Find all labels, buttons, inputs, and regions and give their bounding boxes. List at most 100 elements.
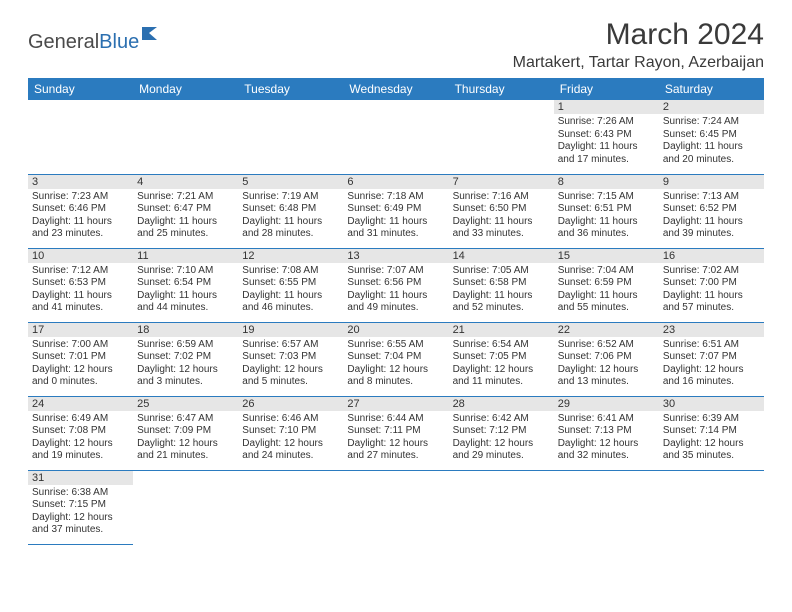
- calendar-cell: 9Sunrise: 7:13 AMSunset: 6:52 PMDaylight…: [659, 174, 764, 248]
- flag-icon: [141, 26, 161, 47]
- day-number: [238, 100, 343, 114]
- sunset-text: Sunset: 6:51 PM: [558, 203, 655, 216]
- calendar-cell: 16Sunrise: 7:02 AMSunset: 7:00 PMDayligh…: [659, 248, 764, 322]
- daylight-text: Daylight: 12 hours and 35 minutes.: [663, 438, 760, 463]
- sunrise-text: Sunrise: 6:39 AM: [663, 413, 760, 426]
- sunrise-text: Sunrise: 7:18 AM: [347, 191, 444, 204]
- day-number: 7: [449, 175, 554, 189]
- logo-text-blue: Blue: [99, 31, 139, 54]
- logo-text-general: General: [28, 31, 99, 54]
- day-number: 27: [343, 397, 448, 411]
- calendar-page: GeneralBlue March 2024 Martakert, Tartar…: [0, 0, 792, 563]
- sunset-text: Sunset: 7:13 PM: [558, 425, 655, 438]
- day-number: [449, 100, 554, 114]
- calendar-cell: 31Sunrise: 6:38 AMSunset: 7:15 PMDayligh…: [28, 470, 133, 544]
- sunset-text: Sunset: 6:48 PM: [242, 203, 339, 216]
- sunset-text: Sunset: 7:08 PM: [32, 425, 129, 438]
- sunrise-text: Sunrise: 7:16 AM: [453, 191, 550, 204]
- sunset-text: Sunset: 7:02 PM: [137, 351, 234, 364]
- sunrise-text: Sunrise: 6:38 AM: [32, 487, 129, 500]
- daylight-text: Daylight: 11 hours and 28 minutes.: [242, 216, 339, 241]
- dayhead-sun: Sunday: [28, 78, 133, 100]
- sunrise-text: Sunrise: 7:04 AM: [558, 265, 655, 278]
- sunrise-text: Sunrise: 6:54 AM: [453, 339, 550, 352]
- calendar-cell: 21 Sunrise: 6:54 AMSunset: 7:05 PMDayligh…: [449, 322, 554, 396]
- title-block: March 2024 Martakert, Tartar Rayon, Azer…: [513, 18, 764, 72]
- dayhead-fri: Friday: [554, 78, 659, 100]
- daylight-text: Daylight: 11 hours and 23 minutes.: [32, 216, 129, 241]
- day-number: 6: [343, 175, 448, 189]
- daylight-text: Daylight: 11 hours and 33 minutes.: [453, 216, 550, 241]
- day-number: 2: [659, 100, 764, 114]
- sunrise-text: Sunrise: 7:08 AM: [242, 265, 339, 278]
- day-number: 12: [238, 249, 343, 263]
- day-number: [554, 471, 659, 485]
- day-number: 19: [238, 323, 343, 337]
- day-number: 18: [133, 323, 238, 337]
- calendar-cell: 25Sunrise: 6:47 AMSunset: 7:09 PMDayligh…: [133, 396, 238, 470]
- day-number: 3: [28, 175, 133, 189]
- daylight-text: Daylight: 11 hours and 31 minutes.: [347, 216, 444, 241]
- day-number: 8: [554, 175, 659, 189]
- calendar-cell: 1Sunrise: 7:26 AMSunset: 6:43 PMDaylight…: [554, 100, 659, 174]
- day-number: 21: [449, 323, 554, 337]
- sunset-text: Sunset: 7:14 PM: [663, 425, 760, 438]
- sunset-text: Sunset: 7:04 PM: [347, 351, 444, 364]
- sunrise-text: Sunrise: 7:24 AM: [663, 116, 760, 129]
- logo: GeneralBlue: [28, 26, 161, 59]
- calendar-cell: 13Sunrise: 7:07 AMSunset: 6:56 PMDayligh…: [343, 248, 448, 322]
- day-number: [133, 471, 238, 485]
- daylight-text: Daylight: 11 hours and 44 minutes.: [137, 290, 234, 315]
- day-number: 5: [238, 175, 343, 189]
- daylight-text: Daylight: 12 hours and 11 minutes.: [453, 364, 550, 389]
- day-number: 13: [343, 249, 448, 263]
- sunset-text: Sunset: 7:12 PM: [453, 425, 550, 438]
- day-number: 9: [659, 175, 764, 189]
- calendar-cell: 27Sunrise: 6:44 AMSunset: 7:11 PMDayligh…: [343, 396, 448, 470]
- month-title: March 2024: [513, 18, 764, 52]
- sunset-text: Sunset: 6:49 PM: [347, 203, 444, 216]
- daylight-text: Daylight: 12 hours and 21 minutes.: [137, 438, 234, 463]
- calendar-table: Sunday Monday Tuesday Wednesday Thursday…: [28, 78, 764, 545]
- calendar-cell: 26Sunrise: 6:46 AMSunset: 7:10 PMDayligh…: [238, 396, 343, 470]
- sunrise-text: Sunrise: 6:59 AM: [137, 339, 234, 352]
- sunrise-text: Sunrise: 6:49 AM: [32, 413, 129, 426]
- day-number: 10: [28, 249, 133, 263]
- calendar-row: 3Sunrise: 7:23 AMSunset: 6:46 PMDaylight…: [28, 174, 764, 248]
- daylight-text: Daylight: 12 hours and 0 minutes.: [32, 364, 129, 389]
- sunrise-text: Sunrise: 6:44 AM: [347, 413, 444, 426]
- sunset-text: Sunset: 7:15 PM: [32, 499, 129, 512]
- sunrise-text: Sunrise: 7:13 AM: [663, 191, 760, 204]
- daylight-text: Daylight: 11 hours and 46 minutes.: [242, 290, 339, 315]
- calendar-cell: 3Sunrise: 7:23 AMSunset: 6:46 PMDaylight…: [28, 174, 133, 248]
- day-number: [133, 100, 238, 114]
- day-number: 16: [659, 249, 764, 263]
- sunset-text: Sunset: 6:50 PM: [453, 203, 550, 216]
- day-number: 22: [554, 323, 659, 337]
- sunset-text: Sunset: 6:58 PM: [453, 277, 550, 290]
- sunset-text: Sunset: 6:52 PM: [663, 203, 760, 216]
- day-number: [343, 100, 448, 114]
- day-number: 31: [28, 471, 133, 485]
- sunrise-text: Sunrise: 7:10 AM: [137, 265, 234, 278]
- daylight-text: Daylight: 11 hours and 55 minutes.: [558, 290, 655, 315]
- location-text: Martakert, Tartar Rayon, Azerbaijan: [513, 54, 764, 72]
- calendar-cell: 24Sunrise: 6:49 AMSunset: 7:08 PMDayligh…: [28, 396, 133, 470]
- daylight-text: Daylight: 12 hours and 27 minutes.: [347, 438, 444, 463]
- day-number: [343, 471, 448, 485]
- sunrise-text: Sunrise: 7:07 AM: [347, 265, 444, 278]
- calendar-cell: 14Sunrise: 7:05 AMSunset: 6:58 PMDayligh…: [449, 248, 554, 322]
- calendar-cell: 2Sunrise: 7:24 AMSunset: 6:45 PMDaylight…: [659, 100, 764, 174]
- sunset-text: Sunset: 7:05 PM: [453, 351, 550, 364]
- calendar-cell: 29Sunrise: 6:41 AMSunset: 7:13 PMDayligh…: [554, 396, 659, 470]
- sunset-text: Sunset: 7:10 PM: [242, 425, 339, 438]
- sunrise-text: Sunrise: 7:00 AM: [32, 339, 129, 352]
- sunset-text: Sunset: 7:03 PM: [242, 351, 339, 364]
- sunrise-text: Sunrise: 6:55 AM: [347, 339, 444, 352]
- sunset-text: Sunset: 6:54 PM: [137, 277, 234, 290]
- calendar-cell: [133, 470, 238, 544]
- day-number: 30: [659, 397, 764, 411]
- daylight-text: Daylight: 12 hours and 8 minutes.: [347, 364, 444, 389]
- calendar-cell: 15Sunrise: 7:04 AMSunset: 6:59 PMDayligh…: [554, 248, 659, 322]
- daylight-text: Daylight: 11 hours and 20 minutes.: [663, 141, 760, 166]
